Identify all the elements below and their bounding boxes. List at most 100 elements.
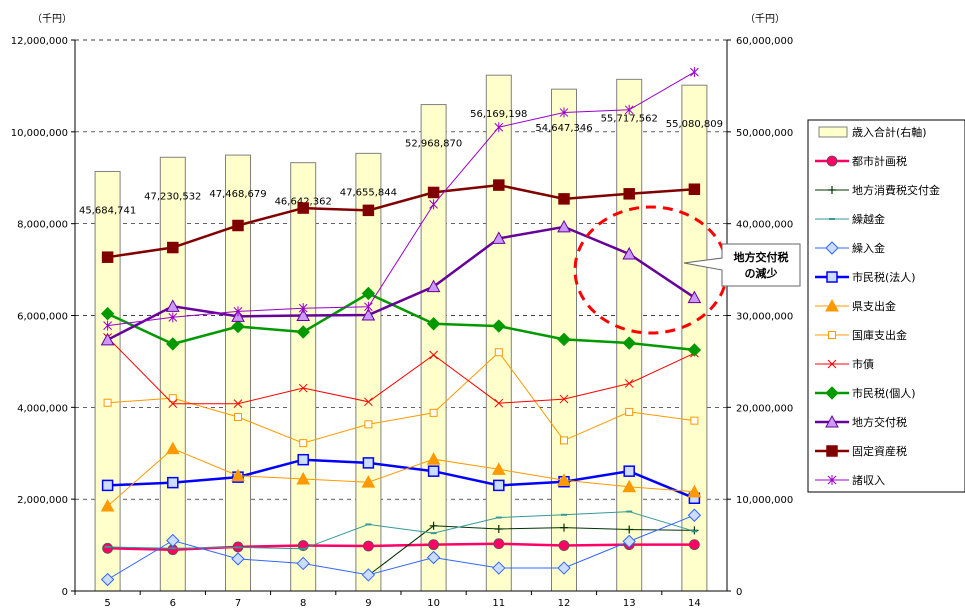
series-path	[107, 225, 696, 341]
legend-item: 固定資産税	[815, 444, 907, 458]
data-point	[102, 542, 113, 554]
series-path	[107, 351, 695, 444]
data-point	[428, 539, 440, 551]
data-point	[298, 303, 308, 314]
bar-data-label: 46,642,362	[275, 197, 332, 208]
right-tick-label: 60,000,000	[736, 36, 793, 47]
legend-marker	[828, 331, 836, 339]
data-point	[624, 104, 634, 115]
legend-label: 歳入合計(右軸)	[852, 125, 927, 139]
data-point	[298, 383, 308, 393]
series-path	[107, 71, 695, 327]
bar-data-label: 55,717,562	[601, 113, 658, 124]
data-point	[100, 499, 115, 512]
data-point	[429, 521, 438, 530]
legend-label: 地方交付税	[852, 415, 907, 429]
legend-item: 歳入合計(右軸)	[818, 125, 927, 139]
data-point	[231, 319, 245, 334]
x-tick-label: 12	[558, 598, 571, 609]
bar	[290, 162, 317, 592]
legend-label: 固定資産税	[852, 444, 907, 458]
bar-data-label: 45,684,741	[79, 205, 136, 216]
data-point	[625, 525, 634, 534]
data-point	[494, 398, 504, 408]
bar	[159, 156, 186, 592]
x-tick-label: 13	[623, 598, 636, 609]
series-line	[103, 67, 699, 331]
data-point	[168, 312, 178, 323]
data-point	[494, 525, 503, 534]
data-point	[427, 465, 440, 477]
legend-marker	[827, 359, 837, 369]
series-line	[100, 219, 702, 346]
series-path	[107, 514, 695, 580]
x-tick-label: 7	[235, 598, 241, 609]
data-point	[364, 420, 373, 429]
legend-item: 繰越金	[815, 212, 885, 226]
data-point	[559, 107, 569, 118]
x-tick-label: 10	[427, 598, 440, 609]
right-tick-label: 40,000,000	[736, 220, 793, 231]
legend-label: 市民税(法人)	[852, 270, 916, 284]
data-point	[364, 397, 373, 407]
data-point	[491, 231, 506, 244]
data-point	[167, 476, 179, 489]
data-point	[361, 307, 376, 321]
bar	[616, 78, 643, 592]
data-point	[622, 246, 637, 260]
right-tick-label: 10,000,000	[736, 495, 793, 506]
data-point	[622, 336, 636, 350]
data-point	[690, 67, 699, 78]
legend-item: 地方消費税交付金	[815, 183, 940, 197]
x-tick-label: 11	[492, 598, 505, 609]
left-tick-label: 0	[62, 587, 68, 598]
data-point	[101, 251, 114, 263]
legend-item: 市債	[815, 357, 874, 371]
data-point	[296, 556, 310, 571]
left-tick-label: 12,000,000	[11, 36, 68, 47]
data-point	[494, 122, 504, 133]
data-point	[622, 534, 636, 549]
legend-marker	[825, 414, 839, 428]
data-point	[625, 407, 634, 416]
data-point	[166, 533, 180, 548]
data-point	[100, 572, 115, 587]
data-point	[362, 540, 374, 552]
data-point	[493, 179, 505, 191]
data-point	[426, 550, 441, 565]
data-point	[494, 348, 503, 357]
right-tick-label: 0	[736, 587, 742, 598]
legend-marker	[826, 155, 838, 167]
legend-label: 地方消費税交付金	[852, 183, 940, 197]
right-tick-label: 20,000,000	[736, 403, 793, 414]
data-point	[426, 452, 441, 465]
x-tick-label: 14	[688, 598, 701, 609]
data-point	[168, 394, 177, 403]
legend-item: 県支出金	[815, 298, 896, 313]
data-point	[558, 540, 570, 551]
data-point	[557, 561, 571, 575]
callout-box	[683, 243, 801, 287]
series-path	[368, 525, 695, 576]
data-point	[427, 186, 440, 199]
data-point	[690, 416, 699, 425]
legend-marker	[825, 386, 839, 400]
bar	[355, 152, 382, 592]
data-point	[689, 539, 700, 551]
left-tick-label: 2,000,000	[17, 495, 68, 506]
data-point	[623, 465, 635, 477]
bar-data-label: 52,968,870	[405, 139, 462, 150]
series-line	[104, 510, 698, 550]
bar-data-label: 55,080,809	[666, 119, 723, 130]
data-point	[103, 398, 112, 407]
data-point	[364, 301, 373, 312]
data-point	[100, 306, 115, 321]
legend-label: 市債	[852, 357, 874, 371]
x-tick-label: 9	[365, 598, 371, 609]
data-point	[231, 468, 245, 482]
data-point	[234, 412, 242, 421]
data-point	[687, 343, 702, 357]
data-point	[362, 457, 375, 469]
legend-label: 繰越金	[852, 212, 885, 226]
legend-item: 市民税(個人)	[815, 386, 916, 400]
